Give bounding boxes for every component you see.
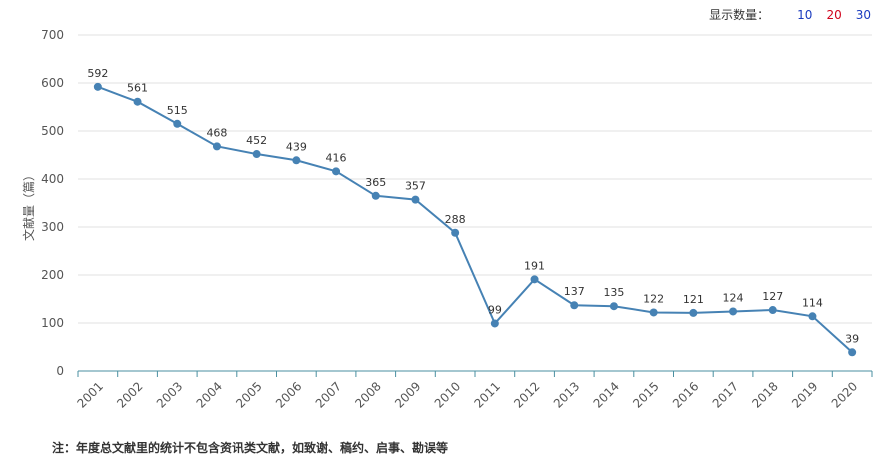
data-label-2019: 114 <box>802 296 823 309</box>
x-tick-label: 2002 <box>114 379 145 410</box>
y-tick-label: 0 <box>56 364 64 378</box>
data-point-2017[interactable] <box>729 307 738 316</box>
data-point-2003[interactable] <box>173 119 182 128</box>
x-tick-label: 2011 <box>471 379 502 410</box>
data-label-2004: 468 <box>206 126 227 139</box>
data-point-2008[interactable] <box>371 191 380 200</box>
display-count-label: 显示数量： <box>709 8 770 22</box>
data-label-2013: 137 <box>564 285 585 298</box>
y-tick-label: 200 <box>41 268 64 282</box>
data-label-2016: 121 <box>683 293 704 306</box>
data-point-2016[interactable] <box>689 308 698 317</box>
y-tick-label: 300 <box>41 220 64 234</box>
data-label-2006: 439 <box>286 140 307 153</box>
data-point-2011[interactable] <box>490 319 499 328</box>
data-point-2004[interactable] <box>212 142 221 151</box>
y-tick-label: 400 <box>41 172 64 186</box>
data-point-2015[interactable] <box>649 308 658 317</box>
x-tick-label: 2007 <box>313 379 344 410</box>
data-label-2001: 592 <box>87 67 108 80</box>
data-label-2009: 357 <box>405 180 426 193</box>
x-axis: 2001 2002 2003 2004 2005 2006 2007 2008 2009 2010… <box>74 370 873 411</box>
data-point-2020[interactable] <box>848 348 857 357</box>
data-labels: 592 561 515 468 452 439 416 365 357 288 99 191 137 13… <box>87 67 859 345</box>
data-label-2020: 39 <box>845 332 859 345</box>
data-label-2018: 127 <box>762 290 783 303</box>
x-tick-label: 2016 <box>670 379 701 410</box>
data-point-2002[interactable] <box>133 97 142 106</box>
x-tick-label: 2014 <box>591 379 622 410</box>
y-axis-title: 文献量（篇） <box>21 169 36 241</box>
data-label-2012: 191 <box>524 259 545 272</box>
x-tick-label: 2004 <box>194 379 225 410</box>
x-tick-label: 2009 <box>392 379 423 410</box>
y-tick-label: 600 <box>41 76 64 90</box>
data-label-2015: 122 <box>643 292 664 305</box>
display-count-option-20[interactable]: 20 <box>826 7 842 22</box>
x-tick-label: 2001 <box>74 379 105 410</box>
data-point-2007[interactable] <box>332 167 341 176</box>
x-tick-label: 2019 <box>789 379 820 410</box>
x-tick-label: 2018 <box>749 379 780 410</box>
data-label-2003: 515 <box>167 104 188 117</box>
data-point-2019[interactable] <box>808 312 817 321</box>
x-tick-label: 2015 <box>630 379 661 410</box>
y-tick-label: 700 <box>41 28 64 42</box>
x-tick-label: 2012 <box>511 379 542 410</box>
data-label-2014: 135 <box>603 286 624 299</box>
data-points[interactable] <box>93 82 857 357</box>
data-label-2007: 416 <box>326 151 347 164</box>
data-point-2009[interactable] <box>411 195 420 204</box>
y-axis: 0 100 200 300 400 500 600 700 <box>41 28 64 378</box>
data-label-2008: 365 <box>365 176 386 189</box>
display-count-option-10[interactable]: 10 <box>797 7 813 22</box>
data-point-2010[interactable] <box>451 228 460 237</box>
data-point-2006[interactable] <box>292 156 301 165</box>
x-tick-label: 2013 <box>551 379 582 410</box>
x-tick-label: 2010 <box>432 379 463 410</box>
display-count-option-30[interactable]: 30 <box>855 7 871 22</box>
data-point-2014[interactable] <box>609 302 618 311</box>
x-tick-label: 2017 <box>710 379 741 410</box>
data-label-2011: 99 <box>488 303 502 316</box>
x-tick-label: 2006 <box>273 379 304 410</box>
data-label-2017: 124 <box>723 291 744 304</box>
y-tick-label: 100 <box>41 316 64 330</box>
data-point-2005[interactable] <box>252 150 261 159</box>
data-point-2013[interactable] <box>570 301 579 310</box>
data-point-2018[interactable] <box>768 306 777 315</box>
y-tick-label: 500 <box>41 124 64 138</box>
data-point-2001[interactable] <box>93 82 102 91</box>
data-label-2010: 288 <box>445 213 466 226</box>
x-tick-label: 2008 <box>352 379 383 410</box>
data-label-2002: 561 <box>127 82 148 95</box>
x-tick-label: 2005 <box>233 379 264 410</box>
data-point-2012[interactable] <box>530 275 539 284</box>
series-line-path <box>97 85 853 354</box>
data-label-2005: 452 <box>246 134 267 147</box>
footnote: 注：年度总文献里的统计不包含资讯类文献，如致谢、稿约、启事、勘误等 <box>52 441 449 455</box>
x-tick-label: 2003 <box>154 379 185 410</box>
x-tick-label: 2020 <box>829 379 860 410</box>
display-count-controls: 显示数量： 10 20 30 <box>709 6 871 23</box>
grid-lines <box>78 34 872 324</box>
series-line <box>97 85 853 354</box>
